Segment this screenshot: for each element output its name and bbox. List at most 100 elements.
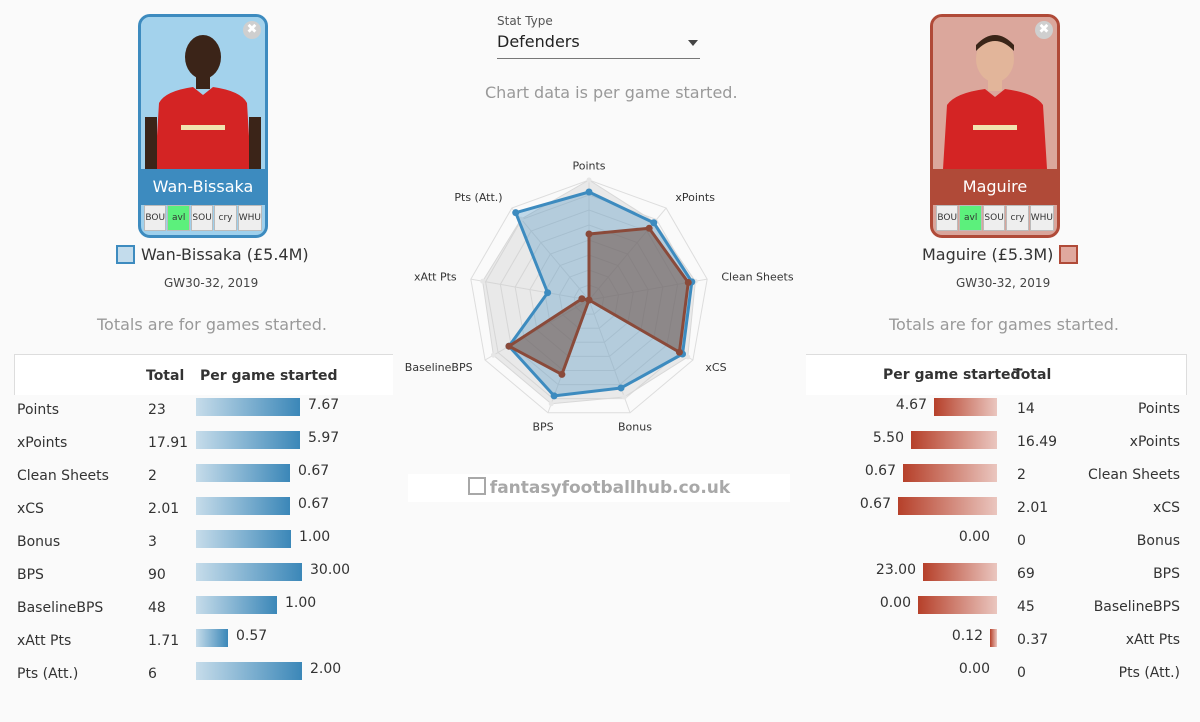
radar-point <box>650 219 658 227</box>
radar-point <box>512 209 520 217</box>
right-table-row: 0.00 45 BaselineBPS <box>806 595 1186 620</box>
left-row-label: Clean Sheets <box>17 468 109 484</box>
left-row-label: Pts (Att.) <box>17 666 79 682</box>
right-row-total: 14 <box>1017 401 1035 417</box>
radar-axis-label: Clean Sheets <box>721 271 794 284</box>
left-fixture-1: avl <box>167 205 190 231</box>
left-table-row: BaselineBPS 48 1.00 <box>14 595 394 622</box>
right-close-icon[interactable]: ✖ <box>1035 21 1053 39</box>
radar-point <box>550 392 558 400</box>
left-table-row: xPoints 17.91 5.97 <box>14 430 394 457</box>
right-row-label: BPS <box>1153 566 1180 582</box>
left-row-label: BaselineBPS <box>17 600 104 616</box>
left-row-value: 0.57 <box>236 628 268 644</box>
right-row-value: 0.12 <box>951 628 983 644</box>
right-fixture-3: cry <box>1006 205 1029 231</box>
left-table-row: Pts (Att.) 6 2.00 <box>14 661 394 688</box>
left-table-row: BPS 90 30.00 <box>14 562 394 589</box>
left-row-bar <box>196 662 302 680</box>
right-row-bar <box>918 596 997 614</box>
right-table-row: 0.12 0.37 xAtt Pts <box>806 628 1186 653</box>
right-row-total: 0 <box>1017 533 1026 549</box>
radar-point <box>578 295 586 303</box>
right-row-bar <box>923 563 997 581</box>
left-row-total: 90 <box>148 567 166 583</box>
left-row-label: xCS <box>17 501 44 517</box>
right-row-bar <box>990 629 997 647</box>
left-row-value: 1.00 <box>299 529 331 545</box>
left-totals-note: Totals are for games started. <box>97 315 327 334</box>
radar-grid-ring <box>470 179 708 414</box>
right-legend-label: Maguire (£5.3M) <box>922 245 1054 264</box>
left-row-total: 17.91 <box>148 435 189 451</box>
right-col-per-game: Per game started <box>883 367 1021 383</box>
right-table-row: 0.00 0 Pts (Att.) <box>806 661 1186 686</box>
radar-axis-label: Points <box>572 160 605 173</box>
right-legend-swatch <box>1059 245 1079 264</box>
left-row-total: 1.71 <box>148 633 180 649</box>
left-row-bar <box>196 596 277 614</box>
radar-axis-label: Bonus <box>618 420 652 433</box>
left-table-row: Clean Sheets 2 0.67 <box>14 463 394 490</box>
radar-series-area <box>507 226 690 376</box>
left-col-per-game: Per game started <box>200 368 338 384</box>
left-player-card[interactable]: ✖ Wan-Bissaka BOU avl SOU cry WHU <box>138 14 268 238</box>
right-table-row: 0.00 0 Bonus <box>806 529 1186 554</box>
left-row-bar <box>196 497 290 515</box>
left-legend-label: Wan-Bissaka (£5.4M) <box>141 245 309 264</box>
radar-chart: Points xPoints Clean Sheets xCS Bonus BPS Base… <box>405 160 794 434</box>
right-player-card[interactable]: ✖ Maguire BOU avl SOU cry WHU <box>930 14 1060 238</box>
left-fixture-0: BOU <box>144 205 167 231</box>
left-row-bar <box>196 398 300 416</box>
left-gw: GW30-32, 2019 <box>164 276 259 290</box>
right-col-total: Total <box>1013 367 1052 383</box>
left-fixture-2: SOU <box>190 205 214 231</box>
right-row-value: 0.67 <box>864 463 896 479</box>
radar-point <box>558 370 566 378</box>
right-fixture-4: WHU <box>1029 205 1055 231</box>
radar-axis-label: xCS <box>705 361 726 374</box>
right-row-label: xAtt Pts <box>1125 632 1180 648</box>
left-close-icon[interactable]: ✖ <box>243 21 261 39</box>
radar-axis-label: xAtt Pts <box>414 271 457 284</box>
radar-point <box>480 278 486 284</box>
right-row-label: Points <box>1137 401 1180 417</box>
left-row-label: xAtt Pts <box>17 633 72 649</box>
left-row-bar <box>196 530 291 548</box>
right-row-value: 0.00 <box>958 529 990 545</box>
left-col-total: Total <box>146 368 185 384</box>
left-row-value: 30.00 <box>310 562 351 578</box>
stat-type-select[interactable]: Defenders <box>497 32 700 59</box>
radar-spoke <box>470 278 590 301</box>
right-legend: Maguire (£5.3M) <box>922 245 1079 264</box>
left-row-value: 1.00 <box>285 595 317 611</box>
left-player-photo <box>141 17 265 169</box>
left-legend: Wan-Bissaka (£5.4M) <box>116 245 309 264</box>
right-row-value: 5.50 <box>872 430 904 446</box>
right-row-total: 2 <box>1017 467 1026 483</box>
watermark: fantasyfootballhub.co.uk <box>408 474 790 502</box>
left-table-row: xAtt Pts 1.71 0.57 <box>14 628 394 655</box>
radar-point <box>586 177 592 183</box>
right-table-row: 0.67 2.01 xCS <box>806 496 1186 521</box>
right-table-row: 4.67 14 Points <box>806 397 1186 422</box>
radar-point <box>684 278 692 286</box>
left-row-label: Points <box>17 402 60 418</box>
right-row-bar <box>934 398 997 416</box>
right-row-label: Bonus <box>1136 533 1180 549</box>
right-row-total: 0.37 <box>1017 632 1049 648</box>
right-row-value: 0.00 <box>958 661 990 677</box>
chevron-down-icon[interactable] <box>688 40 698 46</box>
radar-point <box>490 352 496 358</box>
left-row-label: Bonus <box>17 534 61 550</box>
right-row-total: 45 <box>1017 599 1035 615</box>
left-legend-swatch <box>116 245 135 264</box>
chart-note: Chart data is per game started. <box>485 83 738 102</box>
right-row-label: Pts (Att.) <box>1118 665 1180 681</box>
radar-spoke <box>511 207 590 301</box>
radar-axis-label: xPoints <box>675 191 715 204</box>
left-fixture-4: WHU <box>237 205 263 231</box>
radar-spoke <box>588 299 631 413</box>
right-row-value: 0.67 <box>859 496 891 512</box>
logo-icon <box>467 477 486 495</box>
